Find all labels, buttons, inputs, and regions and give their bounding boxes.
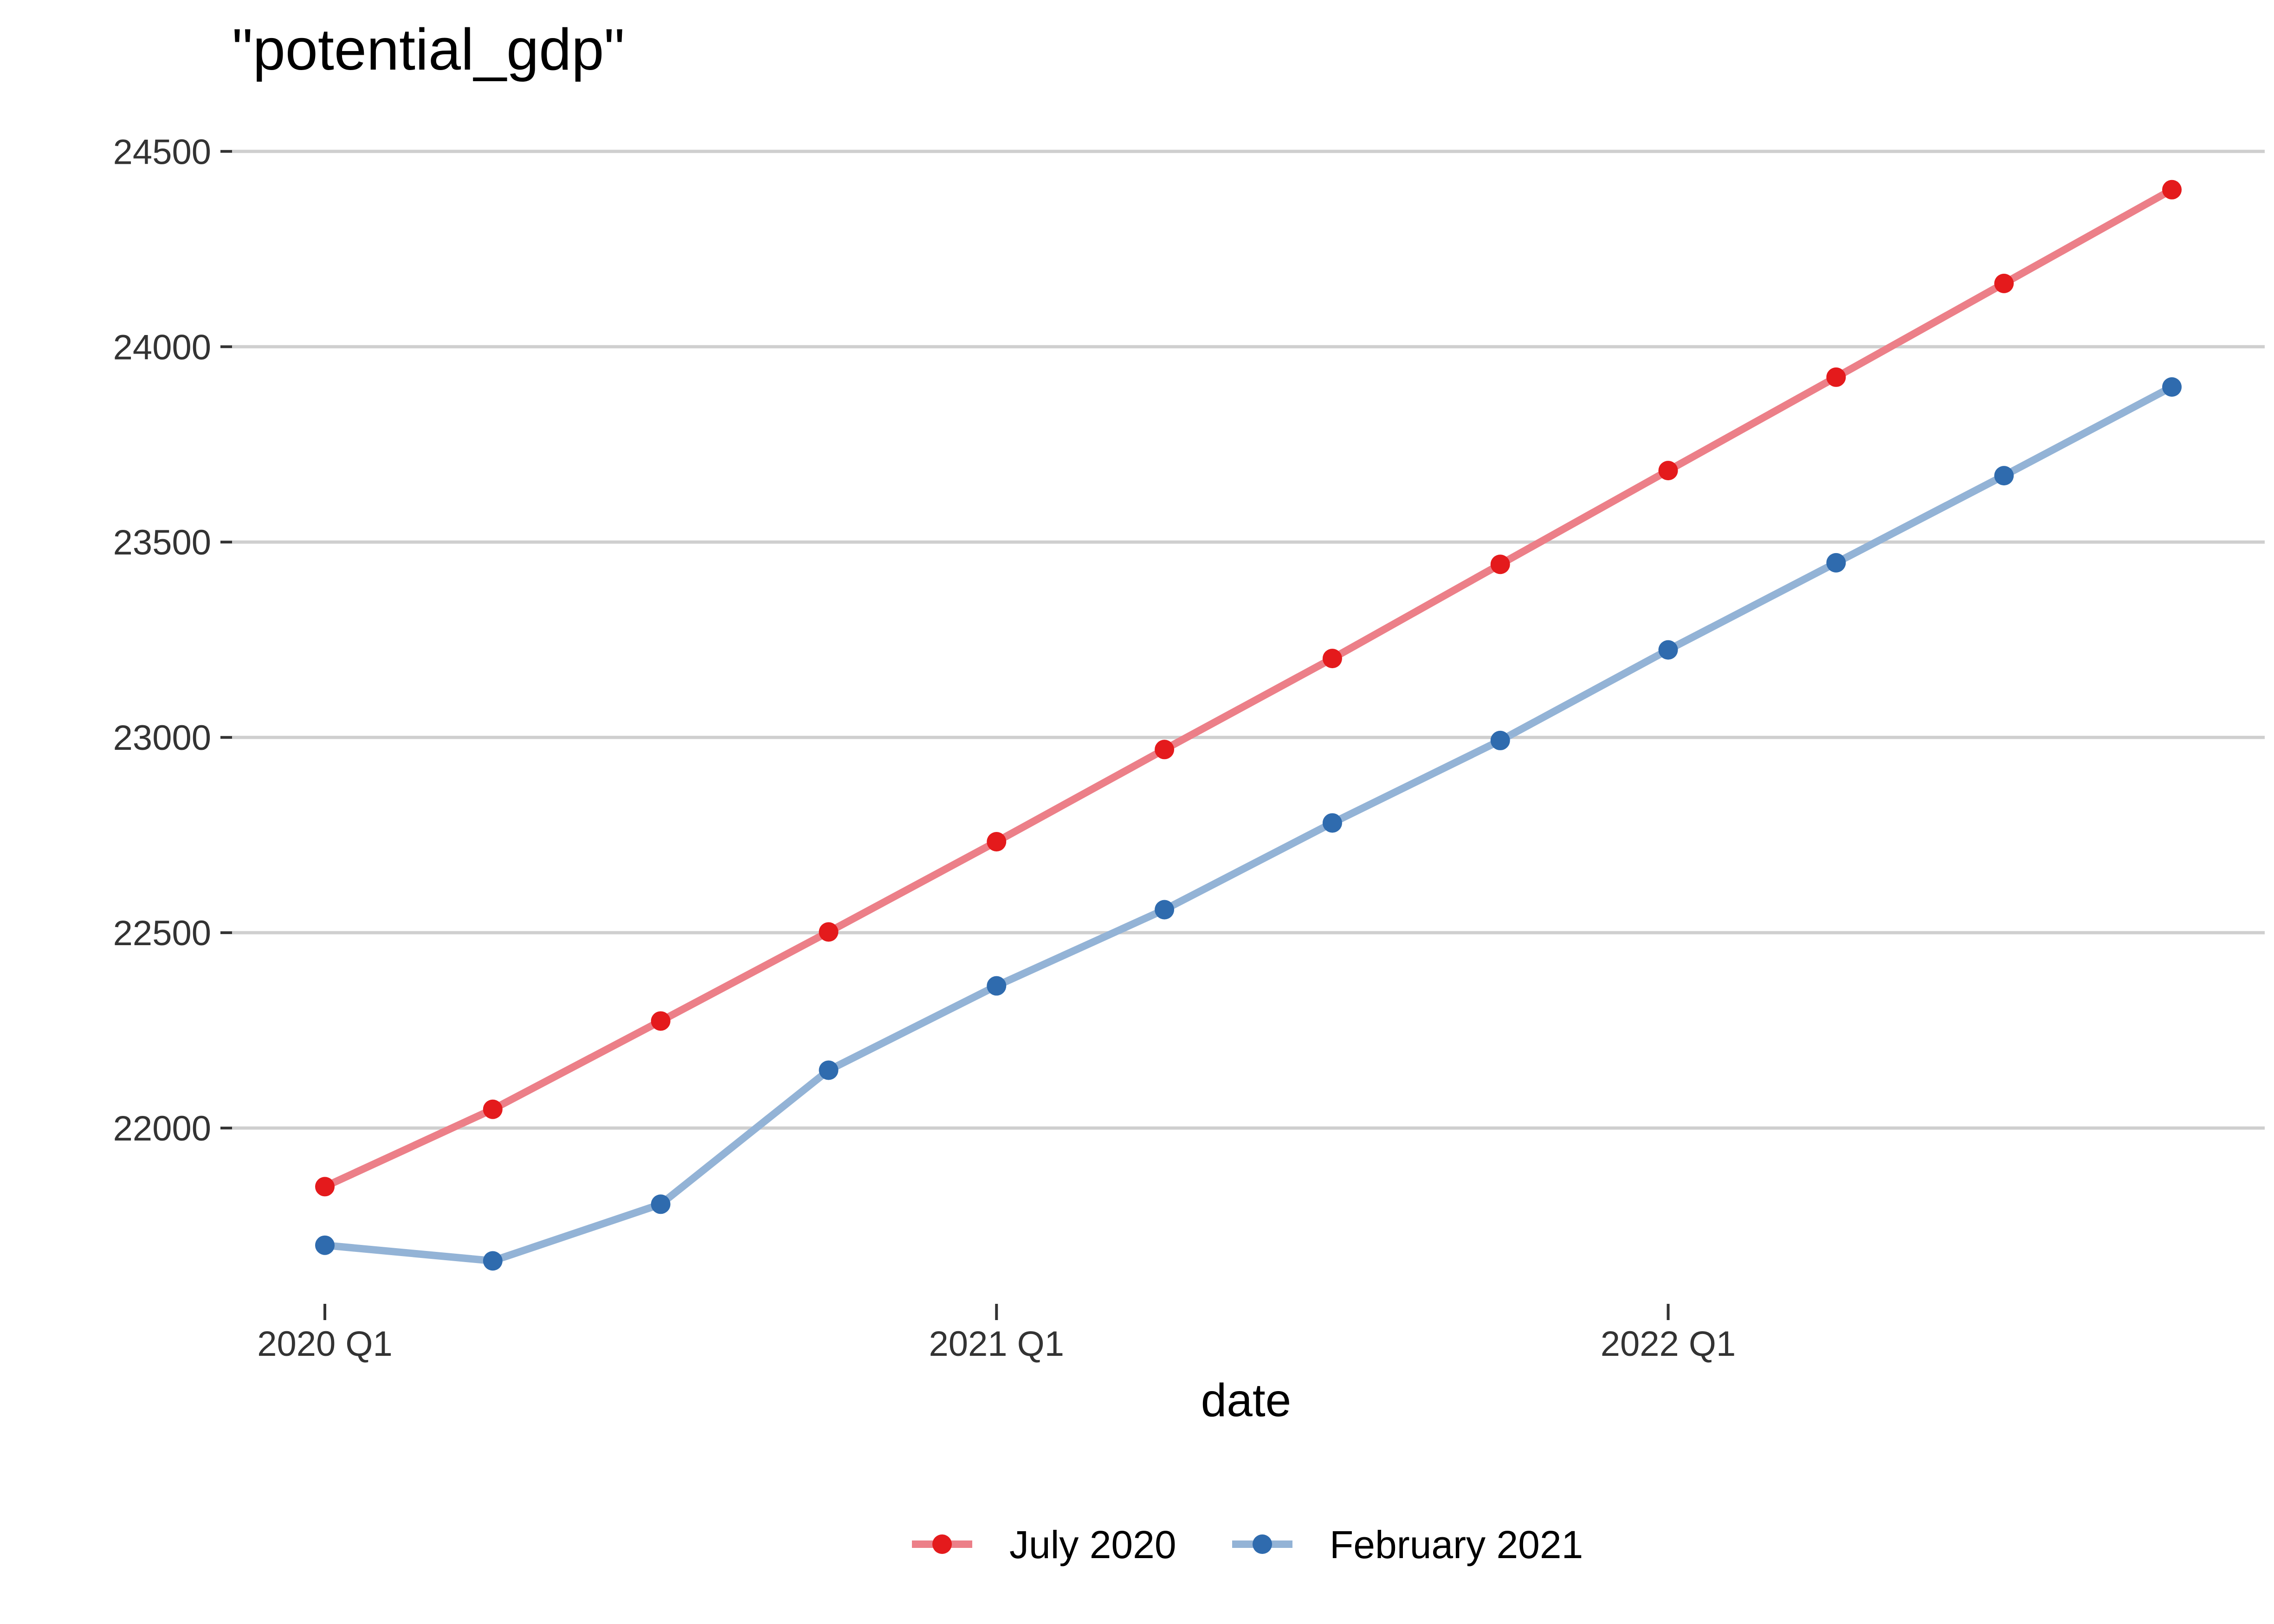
data-point <box>2162 180 2182 200</box>
data-point <box>2162 377 2182 397</box>
data-point <box>1490 730 1510 750</box>
data-point <box>1658 640 1678 660</box>
data-point <box>1155 740 1175 760</box>
data-point <box>315 1235 335 1255</box>
y-axis: 22000 22500 23000 23500 24000 24500 <box>113 132 232 1148</box>
x-tick-label: 2020 Q1 <box>257 1324 393 1364</box>
legend-label: July 2020 <box>1009 1523 1176 1566</box>
y-tick-label: 22000 <box>113 1109 211 1148</box>
series-points <box>315 180 2182 1271</box>
data-point <box>1826 367 1846 387</box>
data-point <box>1994 466 2014 486</box>
data-point <box>651 1194 671 1214</box>
y-tick-label: 23000 <box>113 718 211 758</box>
data-point <box>1490 554 1510 574</box>
data-point <box>483 1251 503 1271</box>
data-point <box>987 976 1007 996</box>
data-point <box>1658 461 1678 481</box>
data-point <box>1994 273 2014 293</box>
series-lines <box>321 186 2176 1265</box>
x-axis: 2020 Q1 2021 Q1 2022 Q1 <box>257 1304 1736 1364</box>
legend-key-point <box>1253 1534 1272 1554</box>
data-point <box>1155 900 1175 920</box>
data-point <box>651 1011 671 1031</box>
data-point <box>1826 553 1846 573</box>
series-line-1 <box>321 383 2176 1265</box>
chart-title: "potential_gdp" <box>232 17 625 82</box>
data-point <box>483 1099 503 1119</box>
data-point <box>1322 649 1342 669</box>
x-axis-title: date <box>1201 1374 1292 1426</box>
y-tick-label: 24500 <box>113 132 211 172</box>
data-point <box>819 922 839 942</box>
x-tick-label: 2021 Q1 <box>929 1324 1064 1364</box>
data-point <box>987 831 1007 851</box>
y-tick-label: 24000 <box>113 328 211 367</box>
y-tick-label: 23500 <box>113 523 211 562</box>
gridlines <box>232 149 2265 1130</box>
legend-label: February 2021 <box>1330 1523 1583 1566</box>
data-point <box>315 1177 335 1197</box>
data-point <box>819 1060 839 1080</box>
data-point <box>1322 813 1342 833</box>
legend: July 2020 February 2021 <box>912 1523 1583 1566</box>
y-tick-label: 22500 <box>113 914 211 953</box>
series-line-0 <box>321 186 2176 1191</box>
legend-key-point <box>932 1534 952 1554</box>
x-tick-label: 2022 Q1 <box>1601 1324 1736 1364</box>
